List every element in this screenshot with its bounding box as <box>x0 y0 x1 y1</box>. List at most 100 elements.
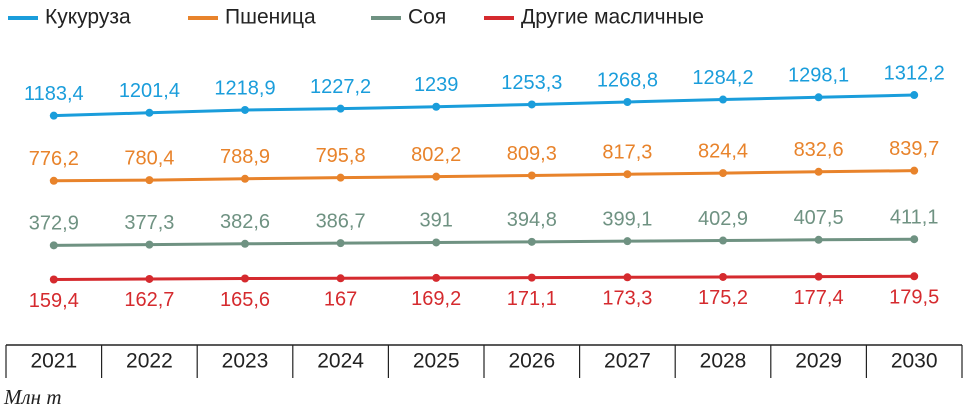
data-point <box>241 274 249 283</box>
series-line <box>53 237 915 247</box>
series-line <box>53 274 915 281</box>
x-tick-label: 2027 <box>604 350 651 373</box>
unit-label: Млн т <box>3 385 61 409</box>
data-point <box>241 239 249 248</box>
data-label: 795,8 <box>316 145 366 167</box>
data-label: 377,3 <box>124 212 174 234</box>
data-point <box>432 102 441 111</box>
data-point <box>814 272 823 281</box>
data-point <box>49 241 58 250</box>
x-tick-label: 2022 <box>126 350 173 373</box>
x-tick-label: 2028 <box>700 350 747 373</box>
legend-label: Другие масличные <box>521 6 704 29</box>
data-point <box>623 237 632 246</box>
data-label: 173,3 <box>602 288 652 310</box>
data-label: 175,2 <box>698 287 748 309</box>
data-label: 1298,1 <box>788 65 849 87</box>
data-point <box>145 240 154 249</box>
data-label: 1239 <box>414 74 459 96</box>
data-point <box>432 172 441 181</box>
data-point <box>910 272 919 281</box>
data-point <box>527 100 536 109</box>
data-point <box>49 111 58 120</box>
data-label: 780,4 <box>124 147 174 169</box>
x-tick-label: 2029 <box>795 350 842 373</box>
data-label: 382,6 <box>220 211 270 233</box>
x-tick-label: 2026 <box>508 350 555 373</box>
legend-label: Соя <box>408 6 446 29</box>
data-label: 402,9 <box>698 208 748 230</box>
data-label: 391 <box>420 210 453 232</box>
data-point <box>623 273 632 282</box>
data-point <box>49 176 58 185</box>
x-tick-label: 2030 <box>891 350 938 373</box>
data-label: 386,7 <box>316 210 366 232</box>
data-point <box>336 104 345 113</box>
data-label: 1218,9 <box>214 77 275 99</box>
series-line <box>53 169 915 183</box>
data-label: 832,6 <box>794 139 844 161</box>
data-label: 169,2 <box>411 288 461 310</box>
data-label: 1253,3 <box>501 72 562 94</box>
data-label: 411,1 <box>890 207 939 229</box>
data-point <box>910 235 919 244</box>
data-point <box>910 91 919 100</box>
data-label: 159,4 <box>29 290 79 312</box>
data-label: 372,9 <box>29 213 79 235</box>
data-label: 1284,2 <box>692 67 753 89</box>
data-label: 788,9 <box>220 146 270 168</box>
x-tick-label: 2021 <box>30 350 77 373</box>
data-label: 407,5 <box>794 207 844 229</box>
series-line <box>53 93 915 118</box>
x-tick-label: 2023 <box>222 350 269 373</box>
data-label: 162,7 <box>124 289 174 311</box>
data-point <box>49 275 58 284</box>
data-label: 1183,4 <box>24 83 84 105</box>
data-point <box>241 174 249 183</box>
data-label: 809,3 <box>507 143 557 165</box>
data-point <box>432 238 441 247</box>
data-point <box>527 171 536 180</box>
data-label: 171,1 <box>507 288 557 310</box>
legend-label: Кукуруза <box>45 6 131 29</box>
data-point <box>336 274 345 283</box>
data-point <box>623 170 632 179</box>
x-tick-label: 2024 <box>317 350 364 373</box>
data-label: 1268,8 <box>597 69 658 91</box>
data-label: 394,8 <box>507 209 557 231</box>
data-label: 1201,4 <box>119 80 180 102</box>
data-label: 165,6 <box>220 289 270 311</box>
data-label: 177,4 <box>794 287 844 309</box>
data-point <box>719 236 727 245</box>
data-point <box>336 239 345 248</box>
data-point <box>432 273 441 282</box>
data-point <box>910 166 919 175</box>
data-point <box>814 167 823 176</box>
data-point <box>623 97 632 106</box>
data-point <box>814 235 823 244</box>
data-point <box>719 95 727 104</box>
data-label: 839,7 <box>889 138 939 160</box>
data-point <box>241 105 249 114</box>
data-point <box>527 237 536 246</box>
data-label: 802,2 <box>411 144 461 166</box>
data-point <box>336 173 345 182</box>
data-point <box>527 273 536 282</box>
x-tick-label: 2025 <box>413 350 460 373</box>
data-point <box>719 272 727 281</box>
data-label: 1312,2 <box>884 62 945 84</box>
data-label: 1227,2 <box>310 76 371 98</box>
data-point <box>814 93 823 102</box>
data-label: 167 <box>324 289 357 311</box>
data-point <box>145 176 154 185</box>
data-label: 824,4 <box>698 140 748 162</box>
data-label: 179,5 <box>889 287 939 309</box>
data-point <box>145 108 154 117</box>
data-label: 776,2 <box>29 148 79 170</box>
data-label: 399,1 <box>602 208 652 230</box>
data-point <box>719 169 727 178</box>
legend-label: Пшеница <box>225 6 316 29</box>
data-label: 817,3 <box>602 142 652 164</box>
data-point <box>145 274 154 283</box>
